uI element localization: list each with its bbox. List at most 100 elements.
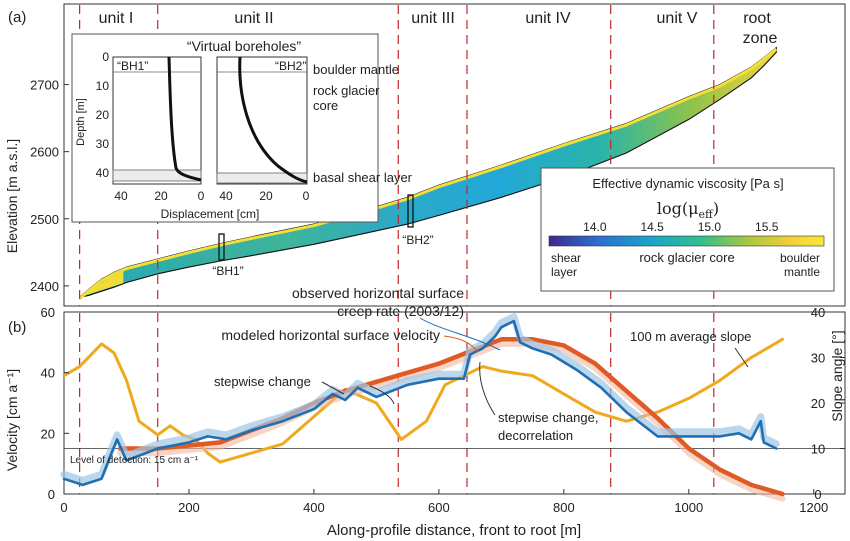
inset-depth-tick-label: 40 <box>96 166 110 180</box>
annot-step2: stepwise change, <box>498 410 598 425</box>
bh2-label: “BH2” <box>275 59 306 73</box>
panel-b-xtick-label: 800 <box>553 500 575 515</box>
panel-b-ytick-labels: 0 20 40 60 <box>41 305 69 502</box>
colorbar-label-shear: shear <box>551 251 581 265</box>
label-core: core <box>313 98 338 113</box>
colorbar-box <box>540 167 835 292</box>
panel-b-y2tick-labels: 0 10 20 30 40 <box>811 305 845 502</box>
bh2-plot-frame <box>216 56 308 185</box>
bh1-displacement-curve <box>167 56 202 182</box>
annot-modeled: modeled horizontal surface velocity <box>221 327 440 343</box>
bh1-label: “BH1” <box>117 59 148 73</box>
inset-x-tick-label: 0 <box>198 189 205 203</box>
colorbar-label-core: rock glacier core <box>639 250 734 265</box>
bh2-marker-label: “BH2” <box>402 233 433 247</box>
colorbar-gradient <box>548 235 825 247</box>
panel-b-ytick-label: 40 <box>41 366 55 381</box>
annot-step1-pointer-2 <box>369 385 395 405</box>
colorbar-label-layer: layer <box>551 265 577 279</box>
bh2-displacement-curve <box>238 56 308 184</box>
inset-x-tick-label: 20 <box>154 189 168 203</box>
panel-b-xtick-label: 0 <box>60 500 67 515</box>
panel-a-ytick-label: 2500 <box>30 212 59 227</box>
bh1-plot-frame <box>112 56 202 185</box>
annot-slope: 100 m average slope <box>630 329 751 344</box>
inset-ylabel: Depth [m] <box>75 98 87 146</box>
panel-a-label: (a) <box>8 9 26 26</box>
panel-a-yaxis: Elevation [m a.s.l.] 2400 2500 2600 2700 <box>4 78 69 294</box>
modeled-velocity-band <box>117 340 786 502</box>
inset-depth-ticks: 0 10 20 30 40 <box>96 50 110 180</box>
bh1-shear-band <box>112 169 202 182</box>
bh2-marker <box>407 194 414 228</box>
colorbar-tick-label: 15.0 <box>698 220 722 234</box>
annot-step2b: decorrelation <box>498 428 573 443</box>
viscosity-colorbar: Effective dynamic viscosity [Pa s] log(μ… <box>540 167 835 292</box>
panel-a-ytick-label: 2600 <box>30 145 59 160</box>
panel-b-y2tick-label: 0 <box>814 487 821 502</box>
panel-b-ytick-label: 0 <box>48 487 55 502</box>
inset-x-tick-label: 0 <box>303 189 310 203</box>
panel-a-ytick-label: 2400 <box>30 279 59 294</box>
annot-step1-pointer <box>321 381 345 395</box>
bh1-marker <box>218 233 225 261</box>
borehole-markers: “BH1” “BH2” <box>212 194 434 278</box>
label-basal-shear-layer: basal shear layer <box>313 170 413 185</box>
unit-label-5: unit V <box>657 10 698 27</box>
panel-b-y2tick-label: 10 <box>811 442 825 457</box>
panel-b-xtick-label: 1000 <box>674 500 703 515</box>
panel-b-ylabel: Velocity [cm a⁻¹] <box>4 369 20 471</box>
virtual-boreholes-inset: “Virtual boreholes” “BH1” “BH2” 0 10 20 30 4… <box>71 33 413 223</box>
unit-label-zone: zone <box>743 30 778 47</box>
panel-b-xtick-label: 200 <box>178 500 200 515</box>
colorbar-tick-label: 15.5 <box>755 220 779 234</box>
annot-observed-pointer <box>419 317 501 351</box>
panel-b-ytick-label: 20 <box>41 426 55 441</box>
inset-depth-tick-label: 20 <box>96 108 110 122</box>
colorbar-label-mantle: mantle <box>784 265 820 279</box>
panel-a-frame <box>63 3 846 307</box>
panel-b-annotations: observed horizontal surface creep rate (… <box>70 285 751 466</box>
annot-lod: Level of detection: 15 cm a⁻¹ <box>70 455 199 466</box>
panel-b-xtick-labels: 0 200 400 600 800 1000 1200 <box>60 489 828 515</box>
panel-b-y2label: Slope angle [°] <box>829 330 845 421</box>
annot-step1: stepwise change <box>214 374 311 389</box>
bh2-shear-band <box>216 172 308 184</box>
inset-xlabel: Displacement [cm] <box>161 207 260 221</box>
panel-b-xtick-label: 400 <box>303 500 325 515</box>
bh1-marker-label: “BH1” <box>212 264 243 278</box>
unit-label-root: root <box>743 10 771 27</box>
velocity-series <box>60 313 786 502</box>
inset-depth-tick-label: 10 <box>96 79 110 93</box>
inset-depth-tick-label: 0 <box>102 50 109 64</box>
inset-x-tick-label: 40 <box>114 189 128 203</box>
panel-b-y2tick-label: 40 <box>811 305 825 320</box>
panel-a-ylabel: Elevation [m a.s.l.] <box>4 139 20 253</box>
unit-label-3: unit III <box>411 10 455 27</box>
inset-title: “Virtual boreholes” <box>187 38 301 54</box>
unit-label-4: unit IV <box>525 10 571 27</box>
unit-label-2: unit II <box>234 10 273 27</box>
annot-slope-pointer <box>734 347 749 368</box>
observed-velocity-line <box>62 319 778 487</box>
colorbar-ticks: 14.0 14.5 15.0 15.5 <box>583 220 779 234</box>
panel-b-xtick-label: 600 <box>428 500 450 515</box>
panel-a-ytick-labels: 2400 2500 2600 2700 <box>30 78 69 294</box>
panel-a-ytick-label: 2700 <box>30 78 59 93</box>
panel-b-y2tick-label: 20 <box>811 396 825 411</box>
panel-a: (a) Elevation [m a.s.l.] 2400 2500 2600 270… <box>4 3 846 307</box>
colorbar-tick-label: 14.0 <box>583 220 607 234</box>
panel-b-xtick-label: 1200 <box>799 500 828 515</box>
panel-b-xlabel: Along-profile distance, front to root [m… <box>327 522 581 539</box>
unit-label-1: unit I <box>99 10 134 27</box>
panel-b-y2tick-label: 30 <box>811 351 825 366</box>
panel-b-label: (b) <box>8 319 26 336</box>
panel-b: (b) 0 200 400 600 800 1000 1200 0 20 40 60 0 10 20 3… <box>4 285 846 539</box>
label-rock-glacier: rock glacier <box>313 83 380 98</box>
annot-step2-pointer <box>479 361 496 416</box>
colorbar-label-boulder: boulder <box>780 251 820 265</box>
colorbar-tick-label: 14.5 <box>640 220 664 234</box>
unit-labels: unit I unit II unit III unit IV unit V r… <box>99 10 778 47</box>
annot-modeled-pointer <box>443 335 479 353</box>
